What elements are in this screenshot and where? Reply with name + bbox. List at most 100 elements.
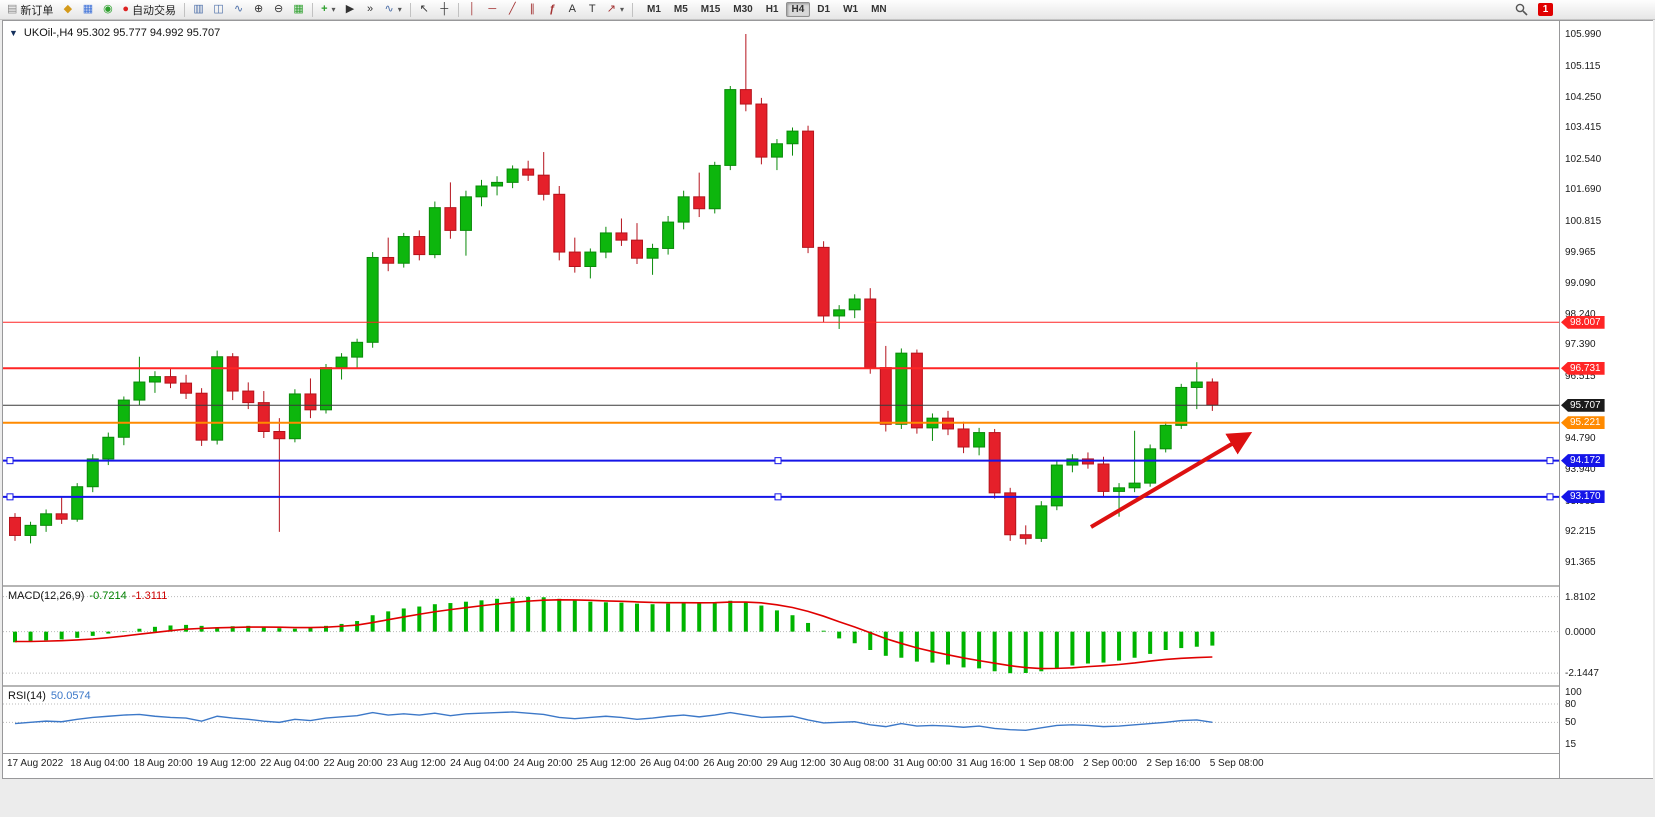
autotrade-icon: ● <box>122 3 130 15</box>
cursor-button[interactable]: ↖ <box>415 1 434 18</box>
candle-body <box>522 168 535 176</box>
navigator-button[interactable]: ◉ <box>98 1 117 18</box>
metaeditor-button[interactable]: ◆ <box>58 1 77 18</box>
timeframe-button-W1[interactable]: W1 <box>837 2 864 17</box>
timeframe-button-H4[interactable]: H4 <box>785 2 811 17</box>
candle-body <box>802 130 815 248</box>
metaeditor-icon: ◆ <box>63 3 73 15</box>
timeframe-button-M30[interactable]: M30 <box>727 2 758 17</box>
zoom-in-icon: ⊕ <box>253 3 264 15</box>
candle-body <box>1159 424 1172 450</box>
candle-body <box>1113 487 1126 492</box>
horizontal-line-icon: ─ <box>488 3 497 15</box>
timeframe-button-D1[interactable]: D1 <box>811 2 836 17</box>
candle-body <box>491 181 504 187</box>
price-axis-label: 101.690 <box>1565 184 1602 196</box>
candle-body <box>568 251 581 268</box>
pane-splitter[interactable] <box>3 585 1652 587</box>
candle-body <box>397 236 410 264</box>
timeframe-button-M5[interactable]: M5 <box>668 2 694 17</box>
time-axis-label: 30 Aug 08:00 <box>829 758 889 769</box>
chart-shift-button[interactable]: » <box>361 1 380 18</box>
macd-pane-canvas[interactable] <box>3 587 1559 685</box>
timeframe-button-M1[interactable]: M1 <box>641 2 667 17</box>
toolbar-separator <box>184 2 186 17</box>
toolbar-separator <box>312 2 314 17</box>
indicators-button[interactable]: ∿ ▾ <box>381 1 406 18</box>
new-chart-button[interactable]: + ▾ <box>317 1 339 18</box>
candle-body <box>848 298 861 311</box>
rsi-axis-label: 100 <box>1565 686 1582 698</box>
trendline-button[interactable]: ╱ <box>503 1 522 18</box>
candle-body <box>739 89 752 105</box>
candlestick-chart-button[interactable]: ◫ <box>209 1 228 18</box>
candle-body <box>584 251 597 268</box>
rsi-axis-label: 80 <box>1565 699 1577 711</box>
arrows-button[interactable]: ↗ ▾ <box>603 1 628 18</box>
candle-body <box>1206 381 1219 406</box>
trend-arrow[interactable] <box>1089 431 1253 529</box>
zoom-out-button[interactable]: ⊖ <box>269 1 288 18</box>
line-handle[interactable] <box>6 457 14 465</box>
timeframe-button-MN[interactable]: MN <box>865 2 893 17</box>
fibonacci-button[interactable]: ƒ <box>543 1 562 18</box>
grid-button[interactable]: ▦ <box>289 1 308 18</box>
price-axis-label: 91.365 <box>1565 557 1596 568</box>
pane-splitter[interactable] <box>3 685 1652 687</box>
candle-body <box>428 207 441 256</box>
timeframe-button-M15[interactable]: M15 <box>695 2 726 17</box>
time-axis: 17 Aug 2022 18 Aug 04:00 18 Aug 20:00 19 Au… <box>3 755 1559 775</box>
toolbar-separator <box>457 2 459 17</box>
one-click-trading-toggle[interactable]: ▼ <box>9 27 18 38</box>
time-axis-label: 22 Aug 20:00 <box>323 758 383 769</box>
price-chart-canvas[interactable] <box>3 21 1559 585</box>
crosshair-button[interactable]: ┼ <box>435 1 454 18</box>
price-tag: 94.172 <box>1561 454 1605 468</box>
zoom-out-icon: ⊖ <box>273 3 284 15</box>
timeframe-toolbar: M1 M5 M15 M30 H1 H4 D1 W1 MN <box>641 2 893 17</box>
market-watch-button[interactable]: ▦ <box>78 1 97 18</box>
channel-icon: ∥ <box>529 3 536 15</box>
chevron-down-icon: ▾ <box>397 5 402 14</box>
candle-body <box>444 207 457 231</box>
price-axis-label: 94.790 <box>1565 433 1596 445</box>
candle-body <box>164 376 177 384</box>
candle-body <box>1019 534 1032 539</box>
zoom-in-button[interactable]: ⊕ <box>249 1 268 18</box>
autotrade-button[interactable]: ● 自动交易 <box>118 1 180 18</box>
vertical-line-button[interactable]: │ <box>463 1 482 18</box>
auto-scroll-button[interactable]: ▶ <box>341 1 360 18</box>
price-axis[interactable]: 105.990 105.115 104.250 103.415 102.540 101.6… <box>1559 21 1653 778</box>
text-button[interactable]: A <box>563 1 582 18</box>
channel-button[interactable]: ∥ <box>523 1 542 18</box>
candle-body <box>957 428 970 448</box>
candle-body <box>304 393 317 411</box>
timeframe-button-H1[interactable]: H1 <box>760 2 785 17</box>
line-handle[interactable] <box>1546 457 1554 465</box>
search-button[interactable] <box>1511 1 1532 18</box>
macd-axis-label: 0.0000 <box>1565 626 1596 638</box>
bar-chart-button[interactable]: ▥ <box>189 1 208 18</box>
line-handle[interactable] <box>774 457 782 465</box>
candle-body <box>879 367 892 425</box>
chart-window[interactable]: 17 Aug 2022 18 Aug 04:00 18 Aug 20:00 19 Au… <box>2 20 1653 779</box>
line-handle[interactable] <box>6 493 14 501</box>
candle-body <box>1050 464 1063 507</box>
text-label-button[interactable]: T <box>583 1 602 18</box>
toolbar-separator <box>409 2 411 17</box>
candle-body <box>1066 458 1079 466</box>
time-axis-label: 18 Aug 20:00 <box>133 758 193 769</box>
line-chart-button[interactable]: ∿ <box>229 1 248 18</box>
trendline-icon: ╱ <box>508 3 516 15</box>
rsi-pane-canvas[interactable] <box>3 687 1559 753</box>
line-handle[interactable] <box>774 493 782 501</box>
autotrade-label: 自动交易 <box>132 4 177 17</box>
candle-body <box>724 89 737 166</box>
time-axis-label: 2 Sep 16:00 <box>1146 758 1201 769</box>
horizontal-line-button[interactable]: ─ <box>483 1 502 18</box>
notification-badge[interactable]: 1 <box>1538 3 1553 16</box>
line-handle[interactable] <box>1546 493 1554 501</box>
new-order-button[interactable]: ▤ 新订单 <box>3 1 57 18</box>
vertical-line-icon: │ <box>468 3 476 15</box>
candle-body <box>1035 505 1048 539</box>
